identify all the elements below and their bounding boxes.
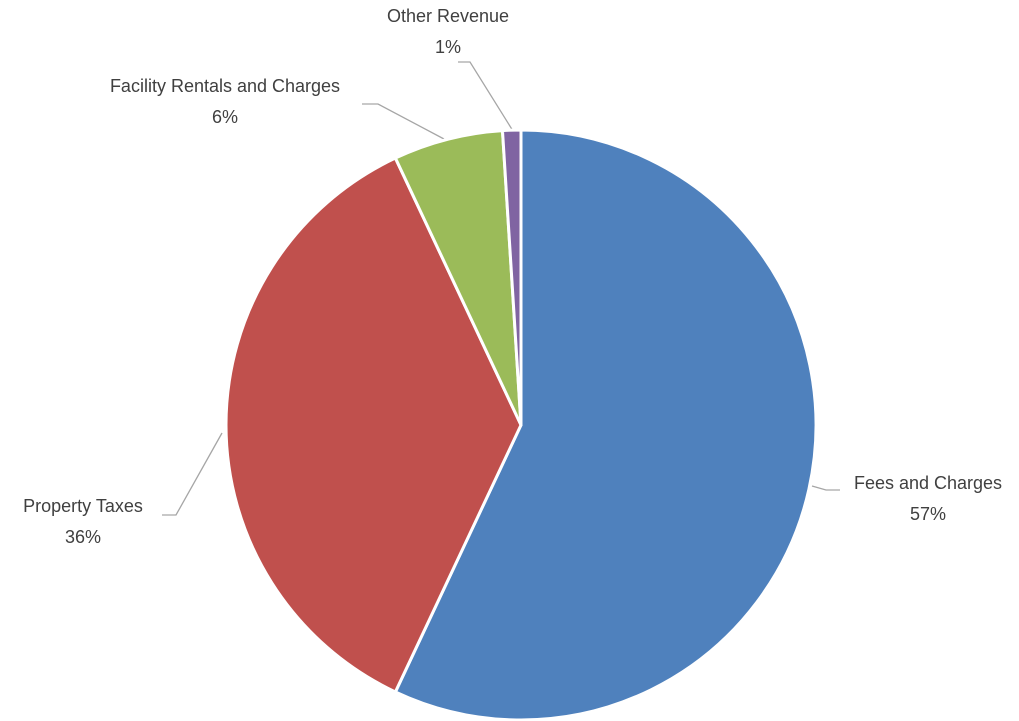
pie-slice	[224, 156, 523, 694]
leader-line	[162, 432, 223, 516]
leader-line	[458, 61, 514, 132]
slice-label: Other Revenue	[387, 6, 509, 26]
slice-label: Fees and Charges	[854, 473, 1002, 493]
slice-value-label: 36%	[65, 527, 101, 547]
slice-label: Property Taxes	[23, 496, 143, 516]
leader-line	[811, 485, 840, 491]
slice-value-label: 57%	[910, 504, 946, 524]
slice-label: Facility Rentals and Charges	[110, 76, 340, 96]
pie-slice	[500, 128, 523, 427]
pie-slice	[393, 128, 818, 721]
leader-line	[362, 103, 445, 140]
slice-value-label: 1%	[435, 37, 461, 57]
leader-lines	[162, 61, 840, 516]
slice-value-label: 6%	[212, 107, 238, 127]
